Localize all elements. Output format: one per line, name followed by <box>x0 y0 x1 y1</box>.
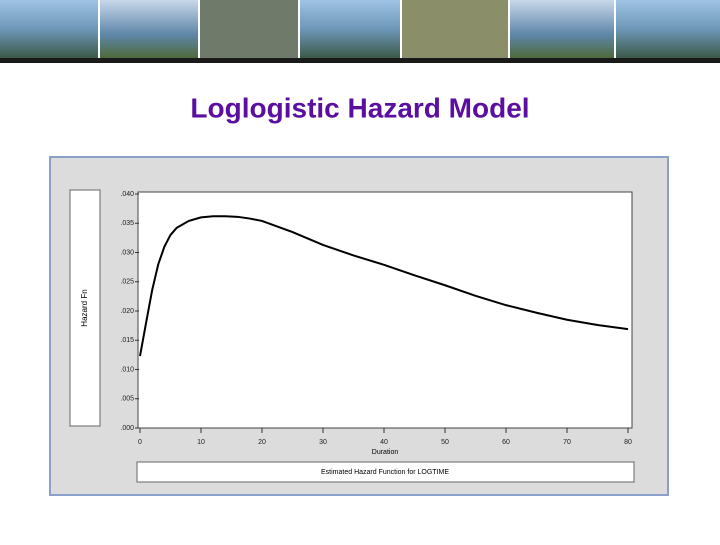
x-tick-label: 60 <box>502 439 510 446</box>
chart-title: Estimated Hazard Function for LOGTIME <box>321 469 449 476</box>
slide-title: Loglogistic Hazard Model <box>190 92 529 123</box>
y-tick-label: .030 <box>120 249 134 256</box>
x-tick-label: 70 <box>563 439 571 446</box>
x-axis-label: Duration <box>372 449 399 456</box>
y-tick-label: .025 <box>120 279 134 286</box>
hazard-line <box>139 215 629 357</box>
x-tick-label: 0 <box>138 439 142 446</box>
x-tick-label: 80 <box>624 439 632 446</box>
y-tick-label: .010 <box>120 366 134 373</box>
y-axis-label: Hazard Fn <box>80 289 89 326</box>
y-label-box <box>69 189 101 427</box>
x-tick-label: 10 <box>197 439 205 446</box>
y-tick-label: .000 <box>120 425 134 432</box>
photo-banner <box>0 0 720 63</box>
y-tick-label: .005 <box>120 396 134 403</box>
x-tick-label: 50 <box>441 439 449 446</box>
caption-box <box>136 461 635 483</box>
x-tick-label: 40 <box>380 439 388 446</box>
x-tick-label: 20 <box>258 439 266 446</box>
y-tick-label: .015 <box>120 337 134 344</box>
x-tick-label: 30 <box>319 439 327 446</box>
y-tick-label: .020 <box>120 308 134 315</box>
plot-area <box>137 191 633 429</box>
y-tick-label: .040 <box>120 191 134 198</box>
y-tick-label: .035 <box>120 220 134 227</box>
